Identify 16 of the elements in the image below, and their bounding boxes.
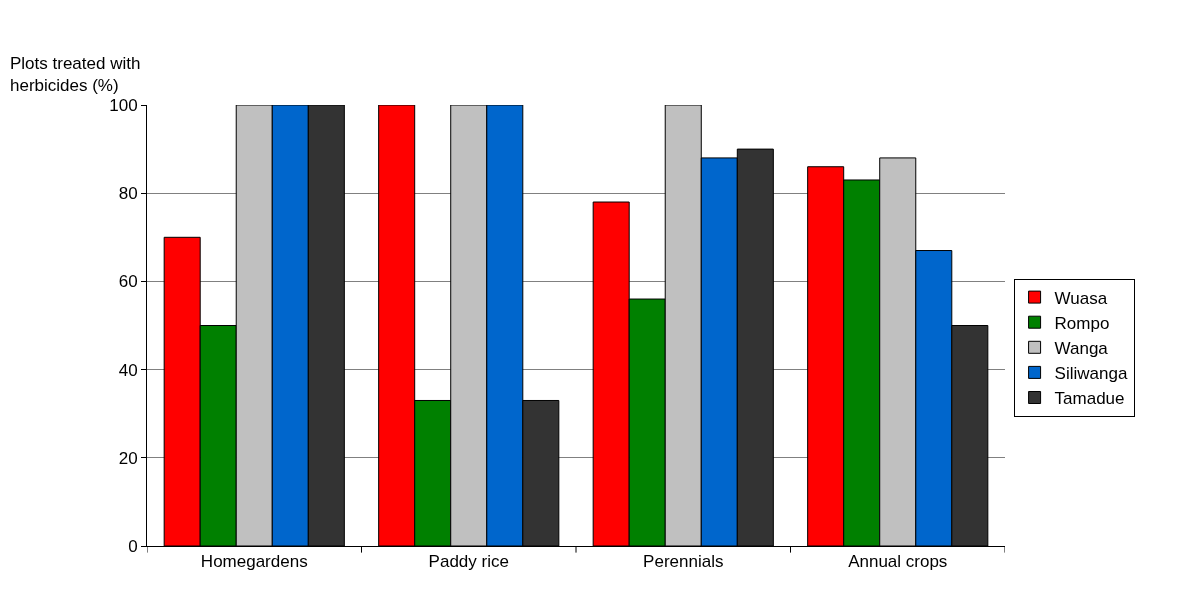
y-tick-label: 40 (118, 360, 138, 380)
x-tick-label: Paddy rice (428, 552, 509, 572)
legend-label: Tamadue (1054, 389, 1125, 409)
x-tick-label: Annual crops (848, 552, 948, 572)
y-tick-label: 80 (118, 184, 138, 204)
y-tick-label: 20 (118, 448, 138, 468)
y-tick-label: 0 (128, 536, 138, 556)
y-axis-title: Plots treated with herbicides (%) (10, 54, 141, 96)
y-tick-label: 100 (109, 95, 138, 115)
legend-label: Rompo (1054, 313, 1110, 333)
x-tick-label: Perennials (643, 552, 724, 572)
legend-label: Siliwanga (1054, 364, 1128, 384)
y-tick-label: 60 (118, 272, 138, 292)
x-tick-label: Homegardens (200, 552, 308, 572)
legend-label: Wuasa (1054, 288, 1108, 308)
legend-label: Wanga (1054, 338, 1109, 358)
